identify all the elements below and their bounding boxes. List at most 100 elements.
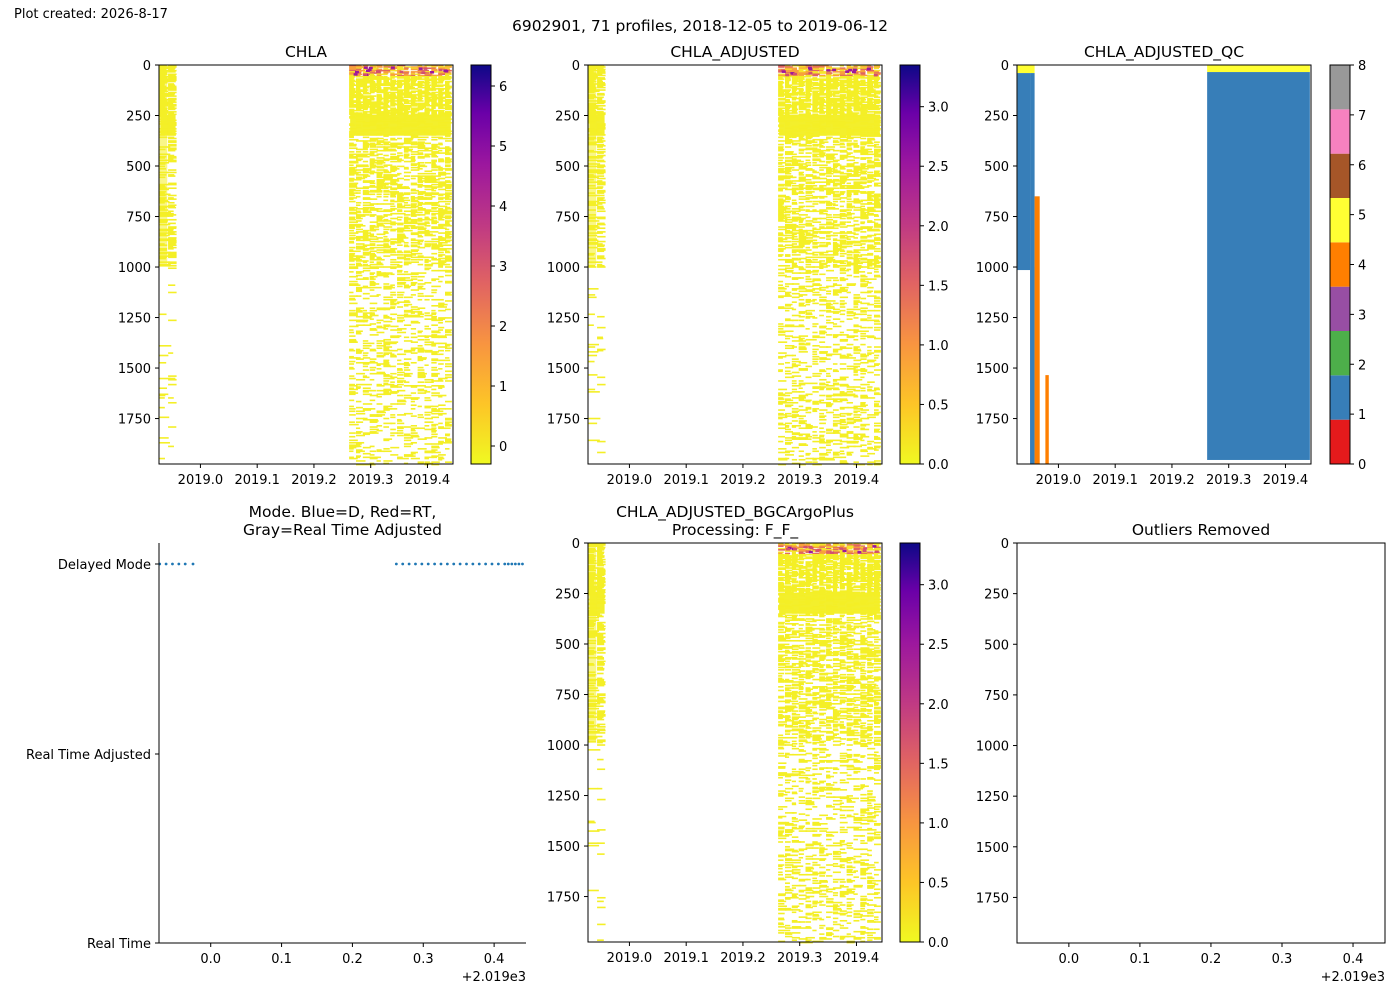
heatmap-cell <box>349 91 358 94</box>
heatmap-cell <box>438 68 448 71</box>
heatmap-cell <box>369 102 379 105</box>
heatmap-cell <box>390 107 397 110</box>
heatmap-cell <box>390 175 398 177</box>
heatmap-cell <box>853 265 862 267</box>
heatmap-cell <box>390 301 395 303</box>
heatmap-cell <box>349 69 359 72</box>
heatmap-cell <box>355 171 362 174</box>
heatmap-cell <box>355 78 366 80</box>
heatmap-cell <box>597 157 603 159</box>
heatmap-cell <box>839 125 850 128</box>
heatmap-cell <box>362 252 373 255</box>
heatmap-cell <box>417 131 425 134</box>
heatmap-cell <box>362 112 368 114</box>
heatmap-cell <box>819 332 826 335</box>
heatmap-cell <box>431 410 440 413</box>
heatmap-cell <box>355 153 364 156</box>
heatmap-cell <box>376 355 385 358</box>
heatmap-cell <box>349 256 354 259</box>
heatmap-cell <box>805 285 814 288</box>
heatmap-cell <box>397 172 402 175</box>
heatmap-cell <box>832 108 842 111</box>
heatmap-cell <box>349 98 354 101</box>
heatmap-cell <box>846 140 852 142</box>
heatmap-cell <box>355 148 363 151</box>
heatmap-cell <box>355 115 365 118</box>
heatmap-cell <box>362 211 372 214</box>
heatmap-cell <box>798 113 807 116</box>
heatmap-cell <box>438 98 444 101</box>
heatmap-cell <box>839 72 846 74</box>
heatmap-cell <box>362 140 372 142</box>
heatmap-cell <box>798 221 803 223</box>
heatmap-cell <box>826 315 832 318</box>
heatmap-cell <box>812 129 822 131</box>
heatmap-cell <box>846 250 853 253</box>
heatmap-cell <box>839 182 845 185</box>
heatmap-cell <box>438 280 443 283</box>
heatmap-cell <box>791 126 799 129</box>
heatmap-cell <box>853 199 861 202</box>
heatmap-cell <box>846 391 853 393</box>
heatmap-cell <box>819 80 824 83</box>
heatmap-cell <box>826 381 831 383</box>
heatmap-cell <box>355 94 364 96</box>
heatmap-cell <box>846 205 855 208</box>
heatmap-cell <box>397 79 406 82</box>
heatmap-cell <box>798 137 805 140</box>
heatmap-cell <box>369 256 375 259</box>
heatmap-cell <box>798 335 809 337</box>
heatmap-cell <box>349 338 357 341</box>
heatmap-cell <box>874 329 881 331</box>
heatmap-cell <box>355 290 363 293</box>
heatmap-cell <box>424 74 435 77</box>
heatmap-cell <box>798 315 805 318</box>
heatmap-cell <box>826 306 835 308</box>
heatmap-cell <box>355 348 361 351</box>
heatmap-cell <box>867 319 877 322</box>
heatmap-cell <box>832 351 839 353</box>
heatmap-cell <box>369 215 375 217</box>
heatmap-cell <box>853 142 858 145</box>
heatmap-cell <box>784 292 790 295</box>
heatmap-cell <box>819 378 827 381</box>
heatmap-cell <box>874 266 881 268</box>
heatmap-cell <box>874 79 879 82</box>
heatmap-cell <box>597 83 606 85</box>
heatmap-cell <box>805 232 811 234</box>
heatmap-cell <box>349 200 356 203</box>
heatmap-cell <box>826 307 836 310</box>
heatmap-cell <box>383 134 393 136</box>
heatmap-cell <box>839 186 845 188</box>
heatmap-cell <box>403 67 409 70</box>
heatmap-cell <box>376 183 385 186</box>
heatmap-cell <box>349 143 357 146</box>
heatmap-cell <box>362 90 368 93</box>
heatmap-cell <box>826 86 834 89</box>
heatmap-cell <box>805 256 814 259</box>
heatmap-cell <box>445 208 452 210</box>
heatmap-cell <box>383 97 393 100</box>
heatmap-cell <box>410 105 418 107</box>
heatmap-cell <box>784 159 794 162</box>
heatmap-cell <box>376 75 384 78</box>
heatmap-cell <box>417 201 424 204</box>
heatmap-cell <box>778 212 784 215</box>
heatmap-cell <box>438 441 447 444</box>
heatmap-cell <box>860 164 866 166</box>
heatmap-cell <box>846 254 853 256</box>
heatmap-cell <box>860 114 869 117</box>
heatmap-cell <box>588 374 598 376</box>
heatmap-cell <box>839 74 848 77</box>
heatmap-cell <box>805 300 816 302</box>
heatmap-cell <box>798 346 806 348</box>
heatmap-cell <box>832 323 838 325</box>
heatmap-cell <box>778 232 784 234</box>
heatmap-cell <box>438 212 447 215</box>
heatmap-cell <box>410 315 419 318</box>
heatmap-cell <box>832 266 840 268</box>
heatmap-cell <box>853 237 858 239</box>
heatmap-cell <box>867 201 873 204</box>
heatmap-cell <box>403 227 411 230</box>
heatmap-cell <box>376 160 384 163</box>
